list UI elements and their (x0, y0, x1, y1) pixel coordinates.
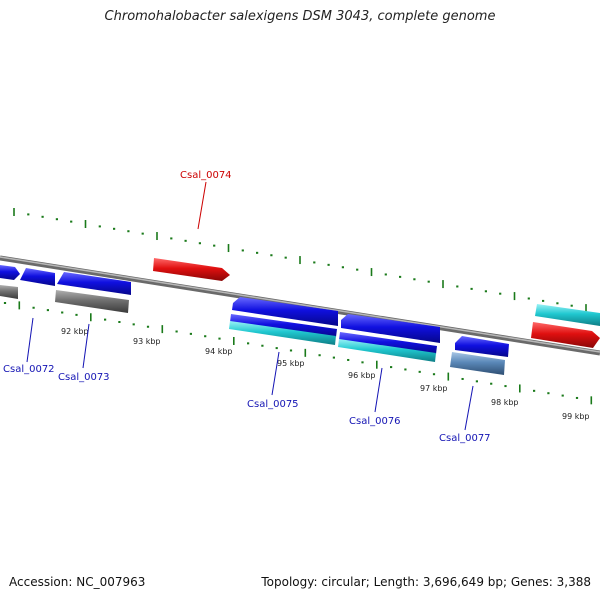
inner-tick-track (3, 301, 593, 405)
scale-label: 95 kbp (277, 359, 305, 368)
scale-label: 97 kbp (420, 384, 448, 393)
gene-feature[interactable] (229, 321, 336, 345)
gene-feature[interactable] (230, 314, 337, 337)
leader-line (82, 323, 90, 369)
gene-features[interactable] (0, 258, 600, 375)
outer-tick-track (13, 208, 587, 313)
gene-feature[interactable] (232, 297, 338, 326)
leader-line (271, 351, 280, 396)
scale-label: 93 kbp (133, 337, 161, 346)
gene-feature[interactable] (535, 304, 600, 326)
scale-label: 94 kbp (205, 347, 233, 356)
leader-line (374, 367, 383, 413)
gene-label-csal-0077[interactable]: Csal_0077 (439, 433, 491, 444)
scale-label: 96 kbp (348, 371, 376, 380)
gene-label-csal-0075[interactable]: Csal_0075 (247, 399, 299, 410)
leader-line (197, 181, 207, 230)
gene-label-csal-0073[interactable]: Csal_0073 (58, 372, 110, 383)
scale-labels: 92 kbp 93 kbp 94 kbp 95 kbp 96 kbp 97 kb… (61, 327, 590, 421)
gene-feature[interactable] (339, 332, 437, 354)
gene-label-csal-0076[interactable]: Csal_0076 (349, 416, 401, 427)
gene-feature-csal-0074[interactable] (153, 258, 230, 281)
leader-line (464, 385, 474, 431)
accession-text: Accession: NC_007963 (9, 575, 146, 589)
gene-labels[interactable]: Csal_0072 Csal_0073 Csal_0074 Csal_0075 … (3, 170, 491, 444)
gene-feature[interactable] (455, 336, 509, 357)
scale-label: 92 kbp (61, 327, 89, 336)
gene-label-csal-0074[interactable]: Csal_0074 (180, 170, 232, 181)
label-leaders (26, 181, 474, 431)
genome-stats-text: Topology: circular; Length: 3,696,649 bp… (261, 575, 591, 589)
gene-feature[interactable] (20, 268, 55, 286)
gene-feature[interactable] (341, 314, 440, 343)
gene-feature[interactable] (57, 272, 131, 295)
gene-feature[interactable] (0, 265, 20, 280)
scale-label: 98 kbp (491, 398, 519, 407)
gene-feature[interactable] (0, 285, 18, 299)
genome-backbone-highlight (0, 256, 600, 353)
gene-feature[interactable] (55, 290, 129, 313)
gene-feature[interactable] (531, 322, 600, 348)
genome-backbone (0, 255, 600, 356)
gene-feature[interactable] (450, 352, 505, 375)
leader-line (26, 317, 34, 363)
map-title: Chromohalobacter salexigens DSM 3043, co… (104, 9, 496, 24)
gene-label-csal-0072[interactable]: Csal_0072 (3, 364, 55, 375)
gene-feature[interactable] (338, 339, 436, 362)
scale-label: 99 kbp (562, 412, 590, 421)
